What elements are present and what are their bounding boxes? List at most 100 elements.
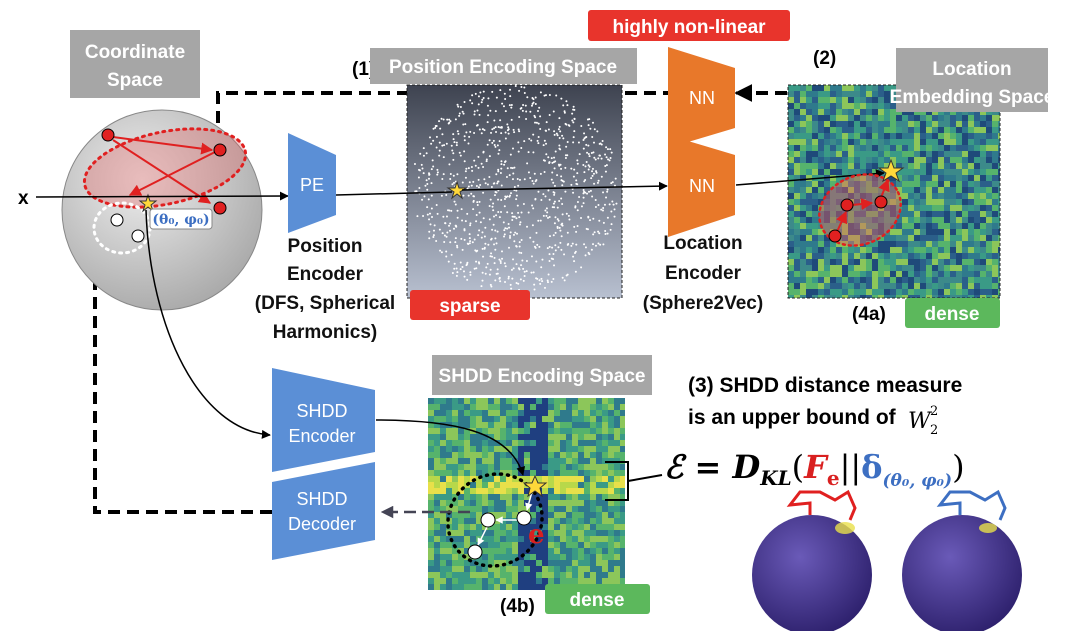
noise-cell	[854, 121, 860, 127]
dot	[501, 102, 504, 105]
dense-noise	[788, 85, 1000, 298]
noise-cell	[986, 211, 992, 217]
noise-cell	[512, 512, 518, 518]
noise-cell	[452, 428, 458, 434]
noise-cell	[554, 452, 560, 458]
noise-cell	[968, 289, 974, 295]
dot	[478, 262, 481, 265]
noise-cell	[926, 169, 932, 175]
noise-cell	[488, 530, 494, 536]
noise-cell	[824, 259, 830, 265]
noise-cell	[488, 482, 494, 488]
noise-cell	[800, 133, 806, 139]
noise-cell	[512, 566, 518, 572]
dot	[560, 248, 563, 251]
noise-cell	[866, 169, 872, 175]
noise-cell	[470, 440, 476, 446]
noise-cell	[620, 578, 625, 584]
dot	[532, 271, 535, 274]
noise-cell	[584, 416, 590, 422]
dot	[481, 247, 484, 250]
noise-cell	[968, 241, 974, 247]
noise-cell	[464, 398, 470, 404]
dot	[477, 166, 480, 169]
dot	[558, 125, 561, 128]
noise-cell	[932, 181, 938, 187]
noise-cell	[962, 217, 968, 223]
dot	[451, 183, 454, 186]
dot	[488, 204, 491, 207]
noise-cell	[866, 193, 872, 199]
noise-cell	[434, 476, 440, 482]
input-label: x	[18, 188, 29, 209]
zigzag	[936, 489, 1007, 521]
dot	[495, 191, 498, 194]
noise-cell	[998, 157, 1000, 163]
noise-cell	[878, 133, 884, 139]
noise-cell	[980, 169, 986, 175]
noise-cell	[998, 211, 1000, 217]
noise-cell	[794, 139, 800, 145]
noise-cell	[440, 422, 446, 428]
noise-cell	[566, 536, 572, 542]
noise-cell	[944, 145, 950, 151]
noise-cell	[812, 271, 818, 277]
noise-cell	[854, 97, 860, 103]
noise-cell	[446, 542, 452, 548]
dot	[518, 241, 521, 244]
noise-cell	[944, 169, 950, 175]
dot	[498, 277, 501, 280]
noise-cell	[986, 151, 992, 157]
noise-cell	[890, 217, 896, 223]
noise-cell	[590, 518, 596, 524]
noise-cell	[446, 566, 452, 572]
noise-cell	[470, 422, 476, 428]
noise-cell	[896, 181, 902, 187]
noise-cell	[974, 253, 980, 259]
noise-cell	[536, 494, 542, 500]
dot	[593, 128, 596, 131]
dot	[441, 178, 444, 181]
noise-cell	[494, 422, 500, 428]
noise-cell	[902, 157, 908, 163]
noise-cell	[908, 151, 914, 157]
dot	[592, 151, 595, 154]
noise-cell	[872, 127, 878, 133]
noise-cell	[950, 151, 956, 157]
noise-cell	[866, 229, 872, 235]
noise-cell	[434, 500, 440, 506]
noise-cell	[614, 428, 620, 434]
noise-cell	[452, 440, 458, 446]
dot	[511, 219, 514, 222]
noise-cell	[440, 512, 446, 518]
noise-cell	[608, 416, 614, 422]
noise-cell	[974, 115, 980, 121]
noise-cell	[788, 271, 794, 277]
noise-cell	[464, 464, 470, 470]
noise-cell	[590, 554, 596, 560]
formula-part: ||	[840, 448, 862, 486]
dot	[493, 256, 496, 259]
noise-cell	[596, 398, 602, 404]
noise-cell	[788, 121, 794, 127]
noise-cell	[482, 560, 488, 566]
noise-cell	[590, 434, 596, 440]
dot	[571, 119, 574, 122]
noise-cell	[614, 494, 620, 500]
noise-cell	[602, 452, 608, 458]
noise-cell	[788, 289, 794, 295]
noise-cell	[440, 530, 446, 536]
noise-cell	[482, 416, 488, 422]
noise-cell	[956, 145, 962, 151]
noise-cell	[530, 470, 536, 476]
noise-cell	[554, 500, 560, 506]
dot	[440, 117, 443, 120]
noise-cell	[602, 428, 608, 434]
noise-cell	[818, 211, 824, 217]
noise-cell	[920, 133, 926, 139]
noise-cell	[572, 530, 578, 536]
noise-cell	[794, 91, 800, 97]
noise-cell	[836, 271, 842, 277]
noise-cell	[500, 578, 506, 584]
noise-cell	[908, 241, 914, 247]
